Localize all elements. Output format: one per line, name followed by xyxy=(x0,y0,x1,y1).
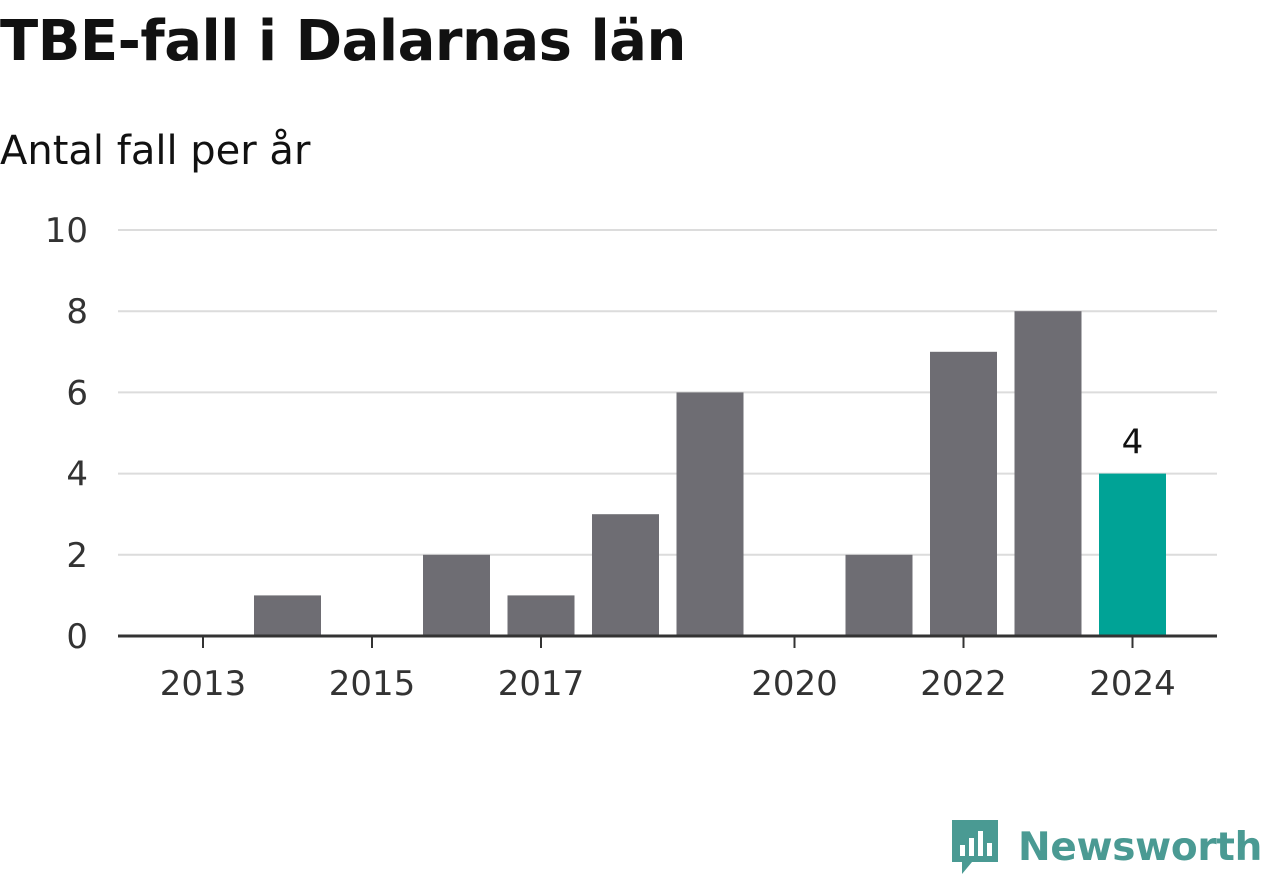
y-tick-label: 8 xyxy=(66,292,88,332)
data-label: 4 xyxy=(1122,423,1144,463)
bar xyxy=(254,595,321,636)
bar-chart: 0 2 4 6 8 10 4 2013 2015 2017 2020 2022 2024 xyxy=(45,211,1217,704)
newsworthy-logo-icon xyxy=(952,820,998,874)
x-tick-label: 2024 xyxy=(1089,664,1176,704)
x-tick-label: 2017 xyxy=(498,664,585,704)
y-tick-label: 10 xyxy=(45,211,88,251)
bar-highlight xyxy=(1099,473,1166,636)
x-tick-label: 2013 xyxy=(160,664,247,704)
x-tick-label: 2015 xyxy=(329,664,416,704)
bar xyxy=(676,392,744,636)
y-tick-label: 4 xyxy=(66,455,88,495)
x-tick-label: 2020 xyxy=(751,664,838,704)
bar xyxy=(930,351,997,636)
brand-name: Newsworthy xyxy=(1018,824,1262,870)
bar xyxy=(592,514,659,636)
bar xyxy=(1014,311,1082,636)
chart-title: TBE-fall i Dalarnas län xyxy=(0,9,686,74)
bar xyxy=(423,554,490,636)
x-tick-label: 2022 xyxy=(920,664,1007,704)
y-tick-label: 2 xyxy=(66,536,88,576)
bar xyxy=(507,595,575,636)
brand-logo: Newsworthy xyxy=(950,818,1262,876)
y-tick-label: 6 xyxy=(66,373,88,413)
chart-subtitle: Antal fall per år xyxy=(0,128,311,174)
y-tick-label: 0 xyxy=(66,617,88,657)
bar xyxy=(845,554,913,636)
